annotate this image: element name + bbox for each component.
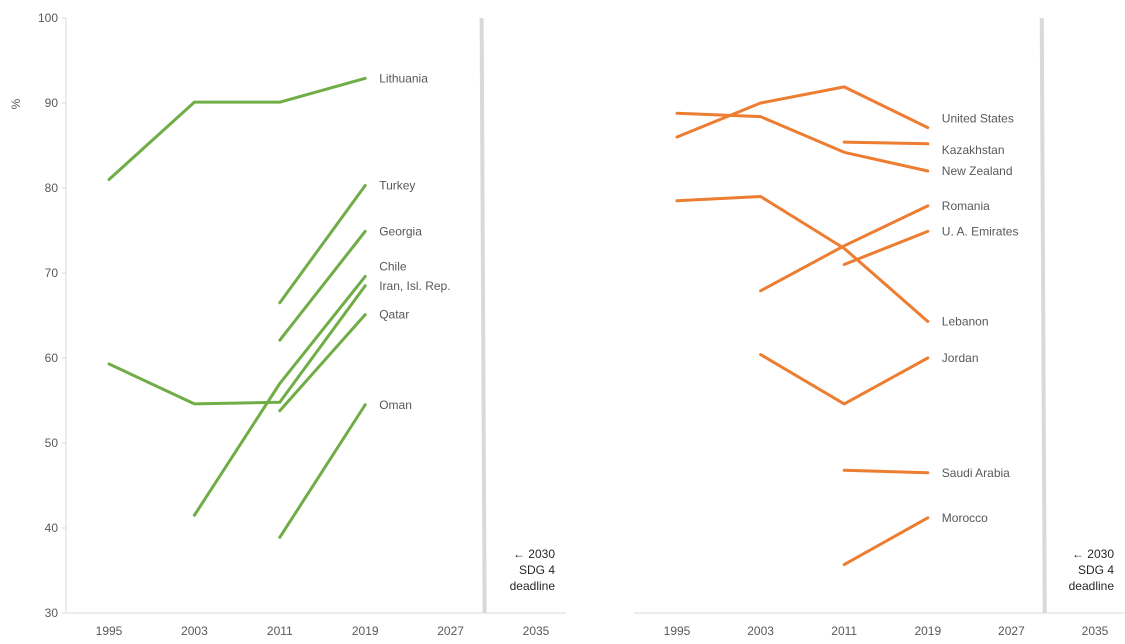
right-series-line [842, 516, 930, 567]
left-series-line [278, 229, 367, 342]
left-x-tick-label: 2035 [523, 624, 550, 638]
left-y-tick-label: 100 [38, 11, 58, 25]
right-series-line [675, 111, 930, 173]
right-x-tick-label: 2027 [998, 624, 1025, 638]
left-y-tick-label: 70 [45, 266, 59, 280]
left-series-line [192, 274, 367, 517]
left-series-line [278, 403, 367, 539]
right-x-tick-label: 2035 [1082, 624, 1109, 638]
right-series-line [842, 140, 930, 146]
right-series-label: Romania [942, 199, 990, 213]
left-y-tick-label: 50 [45, 436, 59, 450]
left-deadline-label: SDG 4 [519, 563, 555, 577]
right-series-label: Jordan [942, 351, 979, 365]
right-series-label: Saudi Arabia [942, 466, 1010, 480]
left-x-tick-label: 2011 [267, 624, 293, 638]
left-series-label: Chile [379, 259, 407, 273]
right-series-line [759, 204, 930, 293]
left-y-axis-label: % [9, 98, 23, 109]
right-x-tick-label: 2003 [747, 624, 774, 638]
left-series-label: Iran, Isl. Rep. [379, 279, 450, 293]
right-series-label: United States [942, 112, 1014, 126]
right-series-line [675, 195, 930, 323]
right-x-tick-label: 2011 [831, 624, 857, 638]
left-series-label: Turkey [379, 178, 415, 192]
right-deadline-label: deadline [1069, 579, 1115, 593]
right-series-label: U. A. Emirates [942, 224, 1019, 238]
left-series-label: Qatar [379, 308, 409, 322]
left-series-label: Georgia [379, 224, 422, 238]
right-deadline-label: ← 2030 [1072, 547, 1114, 561]
right-series-line [675, 85, 930, 139]
left-x-tick-label: 1995 [96, 624, 123, 638]
left-y-tick-label: 60 [45, 351, 59, 365]
right-series-label: New Zealand [942, 164, 1013, 178]
right-series-line [759, 353, 930, 406]
right-deadline-line [1039, 17, 1047, 614]
left-y-tick-label: 90 [45, 96, 59, 110]
right-series-label: Lebanon [942, 314, 989, 328]
right-deadline-label: SDG 4 [1078, 563, 1114, 577]
left-y-tick-label: 40 [45, 521, 59, 535]
left-series-label: Lithuania [379, 71, 428, 85]
left-series-label: Oman [379, 398, 412, 412]
right-x-tick-label: 2019 [914, 624, 941, 638]
left-series-line [107, 284, 367, 406]
left-deadline-label: ← 2030 [513, 547, 555, 561]
left-y-tick-label: 80 [45, 181, 59, 195]
left-deadline-line [479, 17, 487, 614]
right-series-label: Kazakhstan [942, 143, 1005, 157]
left-x-tick-label: 2019 [352, 624, 379, 638]
right-series-label: Morocco [942, 511, 988, 525]
left-series-line [278, 313, 367, 413]
left-x-tick-label: 2003 [181, 624, 208, 638]
left-x-tick-label: 2027 [437, 624, 464, 638]
left-series-line [107, 76, 367, 181]
left-series-line [278, 183, 367, 305]
left-deadline-label: deadline [510, 579, 556, 593]
right-x-tick-label: 1995 [664, 624, 691, 638]
right-series-line [842, 468, 930, 475]
left-y-tick-label: 30 [45, 606, 59, 620]
